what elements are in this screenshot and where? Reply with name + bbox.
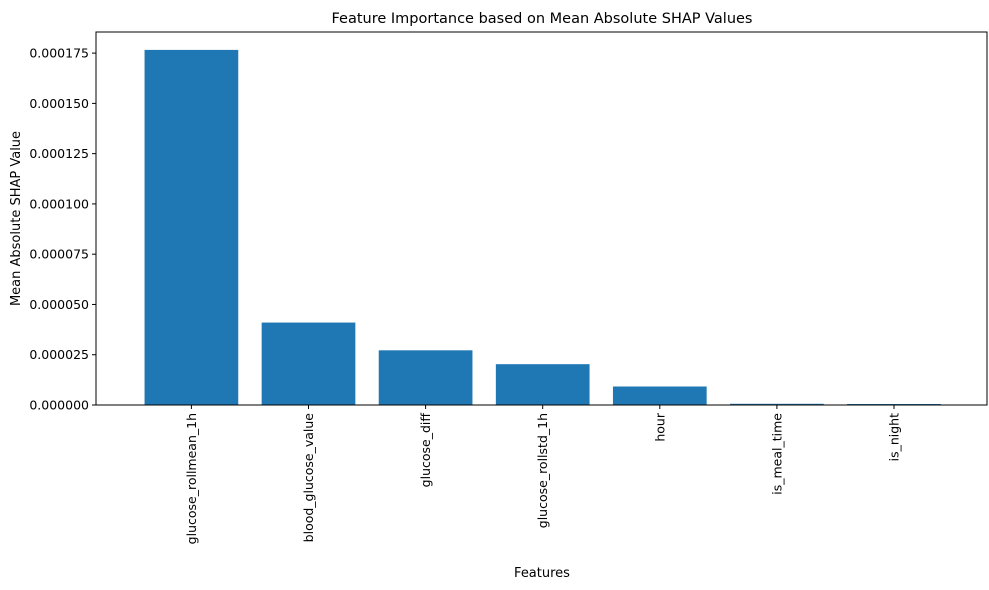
bar-blood-glucose-value bbox=[261, 322, 356, 405]
y-tick-label: 0.000075 bbox=[29, 247, 89, 262]
x-tick-label: hour bbox=[652, 412, 667, 441]
chart-title: Feature Importance based on Mean Absolut… bbox=[331, 11, 752, 27]
y-tick-label: 0.000025 bbox=[29, 347, 89, 362]
bar-glucose-diff bbox=[378, 350, 473, 405]
plot-frame bbox=[95, 31, 988, 406]
y-axis-label: Mean Absolute SHAP Value bbox=[9, 131, 24, 306]
y-tick-label: 0.000000 bbox=[29, 398, 89, 413]
y-tick-label: 0.000175 bbox=[29, 46, 89, 61]
x-tick-label: glucose_rollmean_1h bbox=[184, 413, 199, 544]
y-tick-label: 0.000100 bbox=[29, 196, 89, 211]
bars-group bbox=[144, 49, 941, 406]
y-axis: 0.000000 0.000025 0.000050 0.000075 0.000100… bbox=[29, 46, 96, 413]
bar-glucose-rollstd-1h bbox=[495, 364, 590, 405]
x-axis-label: Features bbox=[514, 566, 570, 581]
bar-glucose-rollmean-1h bbox=[144, 49, 239, 406]
x-tick-label: blood_glucose_value bbox=[301, 413, 316, 543]
y-tick-label: 0.000125 bbox=[29, 146, 89, 161]
y-tick-label: 0.000050 bbox=[29, 297, 89, 312]
bar-is-meal-time bbox=[730, 403, 824, 405]
x-axis: glucose_rollmean_1h blood_glucose_value gl… bbox=[184, 405, 902, 544]
x-tick-label: is_meal_time bbox=[769, 413, 784, 495]
x-tick-label: is_night bbox=[887, 413, 902, 461]
x-tick-label: glucose_rollstd_1h bbox=[535, 413, 550, 528]
bar-hour bbox=[612, 386, 707, 405]
y-tick-label: 0.000150 bbox=[29, 96, 89, 111]
bar-is-night bbox=[847, 403, 941, 405]
x-tick-label: glucose_diff bbox=[418, 413, 433, 488]
